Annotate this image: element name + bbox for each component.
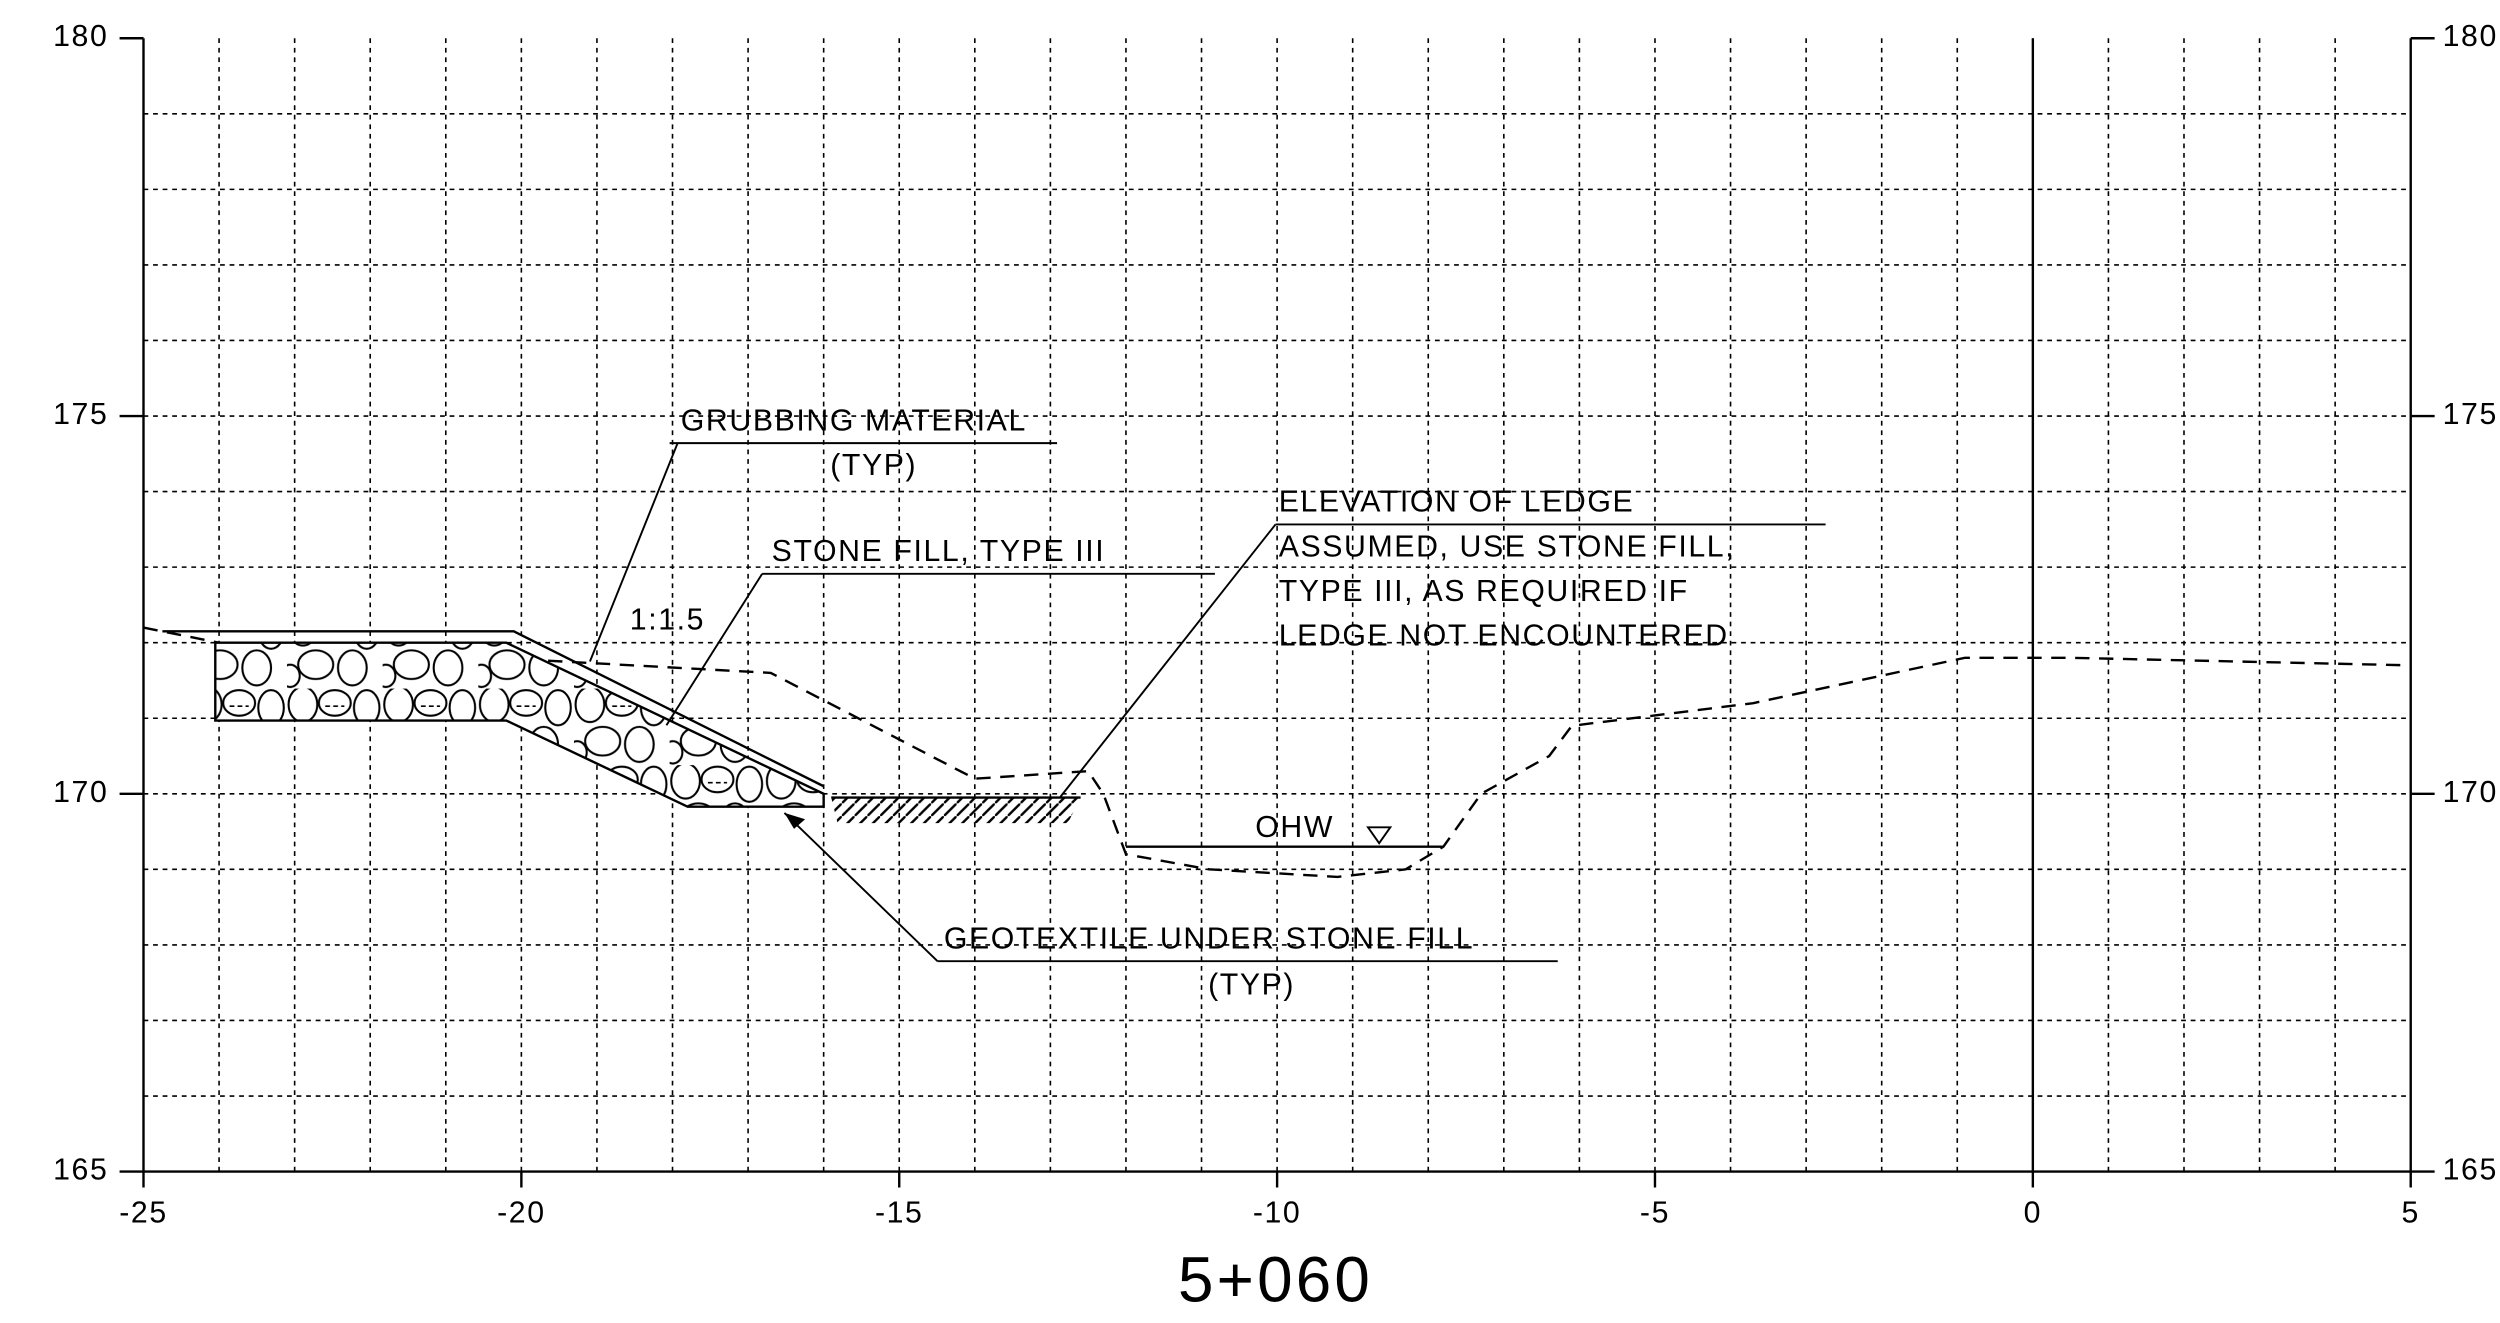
annotation: GRUBBING MATERIAL [681,404,1027,437]
annotation: 1:1.5 [630,604,705,637]
x-tick-label: -5 [1640,1197,1670,1230]
y-tick-label: 175 [2443,398,2498,431]
x-tick-label: 5 [2401,1197,2419,1230]
chart-title: 5+060 [1178,1244,1373,1316]
existing-ground [143,626,2411,879]
y-tick-label: 165 [2443,1154,2498,1187]
annotation: (TYP) [830,449,917,482]
leader-line [589,442,679,662]
x-tick-label: -10 [1253,1197,1302,1230]
hatch-fill [831,797,1081,824]
x-tick-label: -25 [119,1197,168,1230]
grid: 165 165 170 170 175 175 180 180 -25 -20 -15 -10 -5 0 5 [53,20,2498,1230]
y-tick-label: 170 [2443,776,2498,809]
y-tick-label: 180 [53,20,108,53]
leader-line [783,812,939,962]
y-tick-label: 165 [53,1154,108,1187]
leader-line [665,573,763,726]
stone-fill [214,641,825,808]
annotations: GRUBBING MATERIAL (TYP) STONE FILL, TYPE… [589,404,1826,1002]
arrow-head [784,812,806,829]
annotation: ASSUMED, USE STONE FILL, [1279,530,1736,563]
annotation: LEDGE NOT ENCOUNTERED [1279,620,1729,653]
leader-line [1059,523,1277,798]
y-tick-label: 180 [2443,20,2498,53]
water-symbol [1366,826,1393,845]
annotation: STONE FILL, TYPE III [772,535,1106,568]
y-tick-label: 175 [53,398,108,431]
annotation: ELEVATION OF LEDGE [1279,486,1635,519]
annotation: (TYP) [1208,969,1295,1002]
x-tick-label: 0 [2024,1197,2042,1230]
annotation: OHW [1255,811,1334,844]
x-tick-label: -20 [497,1197,546,1230]
marks [143,626,2411,879]
annotation: GEOTEXTILE UNDER STONE FILL [944,922,1474,955]
y-tick-label: 170 [53,776,108,809]
design-line [162,630,825,788]
x-tick-label: -15 [875,1197,924,1230]
annotation: TYPE III, AS REQUIRED IF [1279,575,1689,608]
